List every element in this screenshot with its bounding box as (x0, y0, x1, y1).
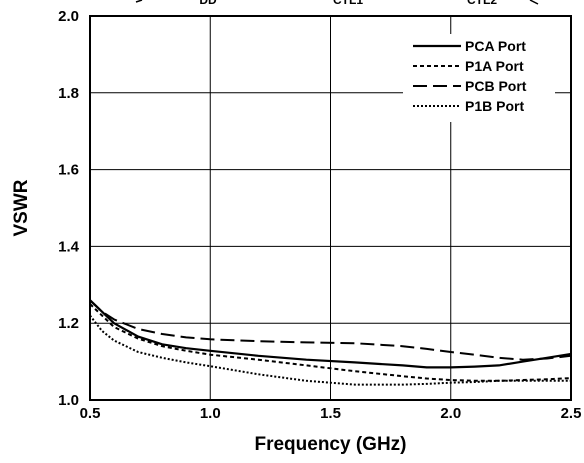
top-cropped-labels: DD CTL1 CTL2 (135, 0, 539, 7)
y-tick-label: 1.0 (58, 392, 79, 409)
top-fragment-mark (529, 0, 539, 5)
series-line-pca-port (89, 299, 572, 369)
series-line-p1b-port (89, 314, 571, 386)
y-tick-label: 2.0 (58, 8, 79, 25)
x-axis-label: Frequency (GHz) (254, 434, 406, 455)
legend-background (403, 34, 555, 122)
top-cropped-text: DD (199, 0, 217, 7)
plot-frame (89, 15, 572, 401)
y-tick-label: 1.6 (58, 162, 79, 179)
top-fragment-mark (135, 0, 143, 3)
top-cropped-text: CTL2 (467, 0, 497, 7)
x-tick-label: 1.0 (200, 405, 221, 422)
x-tick-labels: 0.5 1.0 1.5 2.0 2.5 (80, 405, 582, 422)
legend-label: PCB Port (465, 78, 527, 94)
x-tick-label: 1.5 (320, 405, 341, 422)
x-tick-label: 2.0 (440, 405, 461, 422)
x-tick-label: 0.5 (80, 405, 101, 422)
x-tick-label: 2.5 (561, 405, 582, 422)
series-line-pcb-port (89, 299, 572, 361)
y-tick-label: 1.2 (58, 315, 79, 332)
legend-label: PCA Port (465, 38, 526, 54)
y-tick-labels: 1.0 1.2 1.4 1.6 1.8 2.0 (58, 8, 80, 409)
chart-legend: PCA Port P1A Port PCB Port P1B Port (403, 34, 555, 122)
y-tick-label: 1.4 (58, 238, 80, 255)
top-cropped-text: CTL1 (333, 0, 363, 7)
legend-label: P1B Port (465, 98, 524, 114)
chart-series (89, 299, 572, 386)
legend-label: P1A Port (465, 58, 524, 74)
y-tick-label: 1.8 (58, 85, 79, 102)
y-axis-label: VSWR (11, 179, 32, 236)
